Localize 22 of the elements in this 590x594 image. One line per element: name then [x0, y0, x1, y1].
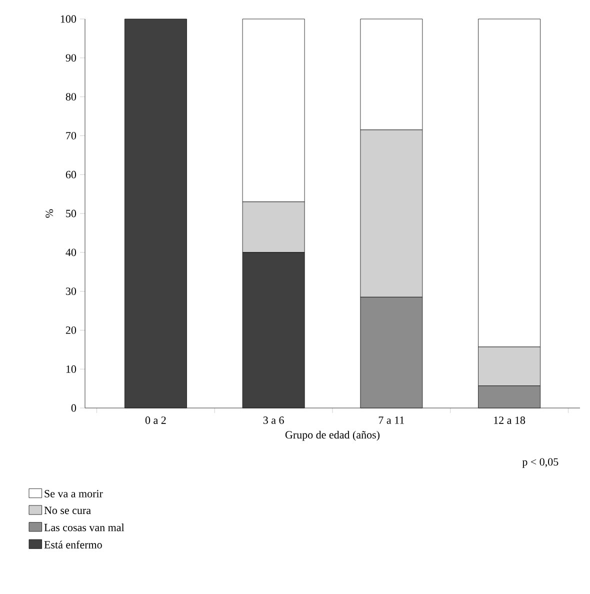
- y-tick-label: 80: [66, 93, 76, 101]
- y-tick-label: 20: [66, 326, 76, 334]
- x-tick-label: 7 a 11: [378, 416, 404, 424]
- y-tick-label: 10: [66, 365, 76, 373]
- y-tick-label: 0: [71, 404, 76, 412]
- y-tick-label: 50: [66, 210, 76, 218]
- text: p < 0,05: [522, 458, 558, 468]
- y-tick-label: 30: [66, 288, 76, 296]
- y-tick-label: 60: [66, 170, 76, 178]
- x-tick-label: 3 a 6: [263, 416, 284, 424]
- y-tick-label: 90: [66, 54, 76, 62]
- legend-label: Se va a morir: [44, 490, 103, 498]
- y-tick-label: 70: [66, 132, 76, 140]
- y-tick-label: 40: [66, 248, 76, 256]
- legend-label: No se cura: [44, 506, 91, 514]
- y-tick-label: 100: [60, 15, 76, 23]
- x-tick-label: 12 a 18: [494, 416, 526, 424]
- legend-label: Está enfermo: [44, 540, 102, 548]
- legend-label: Las cosas van mal: [44, 523, 124, 532]
- y-axis-title: %: [46, 209, 54, 218]
- x-axis-title: Grupo de edad (años): [285, 430, 380, 441]
- x-tick-label: 0 a 2: [145, 416, 166, 424]
